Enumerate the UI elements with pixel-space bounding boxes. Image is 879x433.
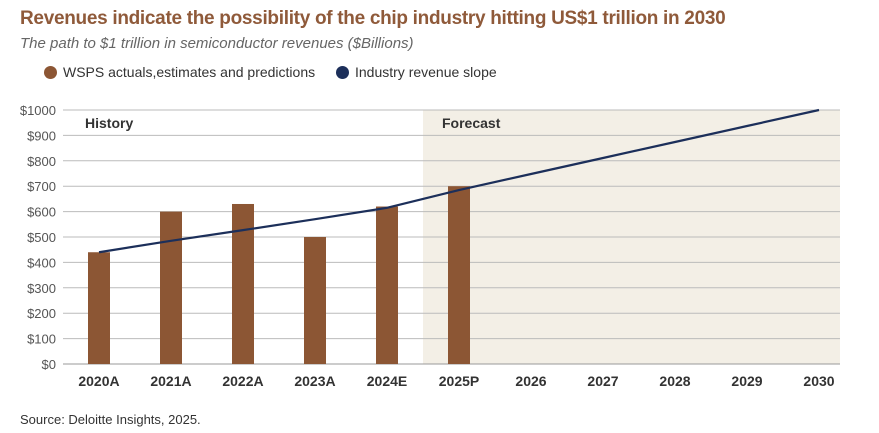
y-tick-label: $1000	[20, 103, 56, 118]
x-tick-label: 2020A	[78, 373, 119, 389]
x-tick-label: 2022A	[222, 373, 263, 389]
legend-bar-swatch	[44, 65, 57, 79]
y-tick-label: $800	[27, 154, 56, 169]
legend-line-swatch	[336, 65, 349, 79]
x-tick-label: 2026	[515, 373, 546, 389]
legend-line-label: Industry revenue slope	[355, 64, 497, 80]
y-tick-label: $700	[27, 179, 56, 194]
source-note: Source: Deloitte Insights, 2025.	[20, 412, 201, 427]
chart-title: Revenues indicate the possibility of the…	[20, 8, 726, 29]
x-tick-label: 2029	[731, 373, 762, 389]
bar-2021A	[160, 211, 182, 364]
x-tick-label: 2030	[803, 373, 834, 389]
bar-2023A	[304, 237, 326, 364]
y-tick-label: $200	[27, 306, 56, 321]
x-tick-label: 2023A	[294, 373, 335, 389]
bar-2024E	[376, 206, 398, 364]
bar-2025P	[448, 186, 470, 364]
x-tick-label: 2021A	[150, 373, 191, 389]
legend-item-line: Industry revenue slope	[336, 64, 497, 80]
x-tick-label: 2027	[587, 373, 618, 389]
region-label-history: History	[85, 115, 133, 131]
y-tick-label: $300	[27, 281, 56, 296]
y-tick-label: $600	[27, 205, 56, 220]
y-tick-label: $500	[27, 230, 56, 245]
y-tick-label: $900	[27, 128, 56, 143]
y-tick-label: $400	[27, 255, 56, 270]
legend-item-bars: WSPS actuals,estimates and predictions	[44, 64, 315, 80]
legend-bar-label: WSPS actuals,estimates and predictions	[63, 64, 316, 80]
region-label-forecast: Forecast	[442, 115, 501, 131]
x-tick-label: 2028	[659, 373, 690, 389]
y-tick-label: $100	[27, 332, 56, 347]
bar-2022A	[232, 203, 254, 364]
y-tick-label: $0	[42, 357, 56, 372]
x-tick-label: 2025P	[439, 373, 479, 389]
x-tick-label: 2024E	[367, 373, 407, 389]
bar-2020A	[88, 252, 110, 364]
chart-subtitle: The path to $1 trillion in semiconductor…	[20, 35, 414, 52]
